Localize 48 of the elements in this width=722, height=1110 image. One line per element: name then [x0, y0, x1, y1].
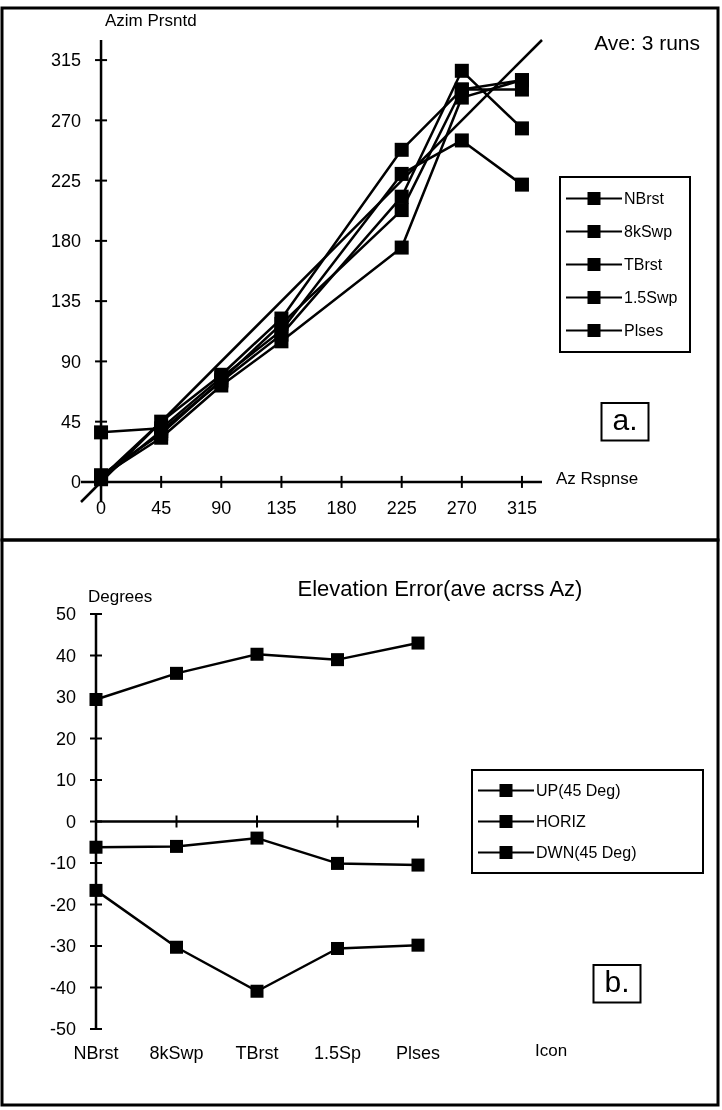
y-tick-label: 270	[51, 110, 82, 131]
x-axis-title: Az Rspnse	[556, 469, 639, 488]
y-tick-label: -20	[49, 894, 76, 915]
x-tick-label: 135	[266, 497, 297, 518]
text: a.	[612, 403, 638, 436]
y-tick-label: 10	[55, 770, 76, 791]
y-tick-label: -40	[49, 977, 76, 998]
chart-title: Elevation Error(ave acrss Az)	[297, 576, 583, 601]
x-tick-label: 0	[96, 497, 107, 518]
y-tick-label: -50	[49, 1019, 76, 1040]
x-tick-label: NBrst	[73, 1043, 119, 1063]
y-axis-title: Degrees	[88, 587, 153, 606]
legend-label: HORIZ	[536, 813, 586, 831]
x-tick-label: 90	[211, 497, 232, 518]
x-axis-title: Icon	[535, 1041, 568, 1060]
x-tick-label: 270	[446, 497, 477, 518]
y-tick-label: 30	[55, 687, 76, 708]
legend-label: 8kSwp	[624, 223, 673, 241]
x-tick-label: 1.5Sp	[313, 1043, 362, 1063]
y-tick-label: 180	[51, 231, 82, 252]
y-tick-label: 45	[61, 411, 82, 432]
y-tick-label: 225	[51, 170, 82, 191]
y-tick-label: 0	[71, 472, 82, 493]
y-tick-label: -10	[49, 853, 76, 874]
legend-label: 1.5Swp	[624, 289, 678, 307]
y-tick-label: 135	[51, 291, 82, 312]
y-tick-label: 20	[55, 728, 76, 749]
y-tick-label: 0	[65, 811, 76, 832]
y-tick-label: 40	[55, 645, 76, 666]
legend-label: TBrst	[624, 256, 663, 274]
legend-label: NBrst	[624, 190, 665, 208]
y-axis-title: Azim Prsntd	[105, 11, 197, 30]
text: b.	[604, 965, 630, 998]
y-tick-label: 90	[61, 351, 82, 372]
y-tick-label: -30	[49, 936, 76, 957]
x-tick-label: 45	[151, 497, 172, 518]
y-tick-label: 50	[55, 604, 76, 625]
x-tick-label: TBrst	[235, 1043, 279, 1063]
legend-label: DWN(45 Deg)	[536, 844, 637, 862]
legend-label: UP(45 Deg)	[536, 782, 621, 800]
x-tick-label: 8kSwp	[149, 1043, 204, 1063]
x-tick-label: 225	[386, 497, 417, 518]
y-tick-label: 315	[51, 50, 82, 71]
legend-label: Plses	[624, 322, 664, 340]
text: Ave: 3 runs	[594, 31, 700, 54]
x-tick-label: 315	[506, 497, 537, 518]
x-tick-label: 180	[326, 497, 357, 518]
x-tick-label: Plses	[395, 1043, 441, 1063]
